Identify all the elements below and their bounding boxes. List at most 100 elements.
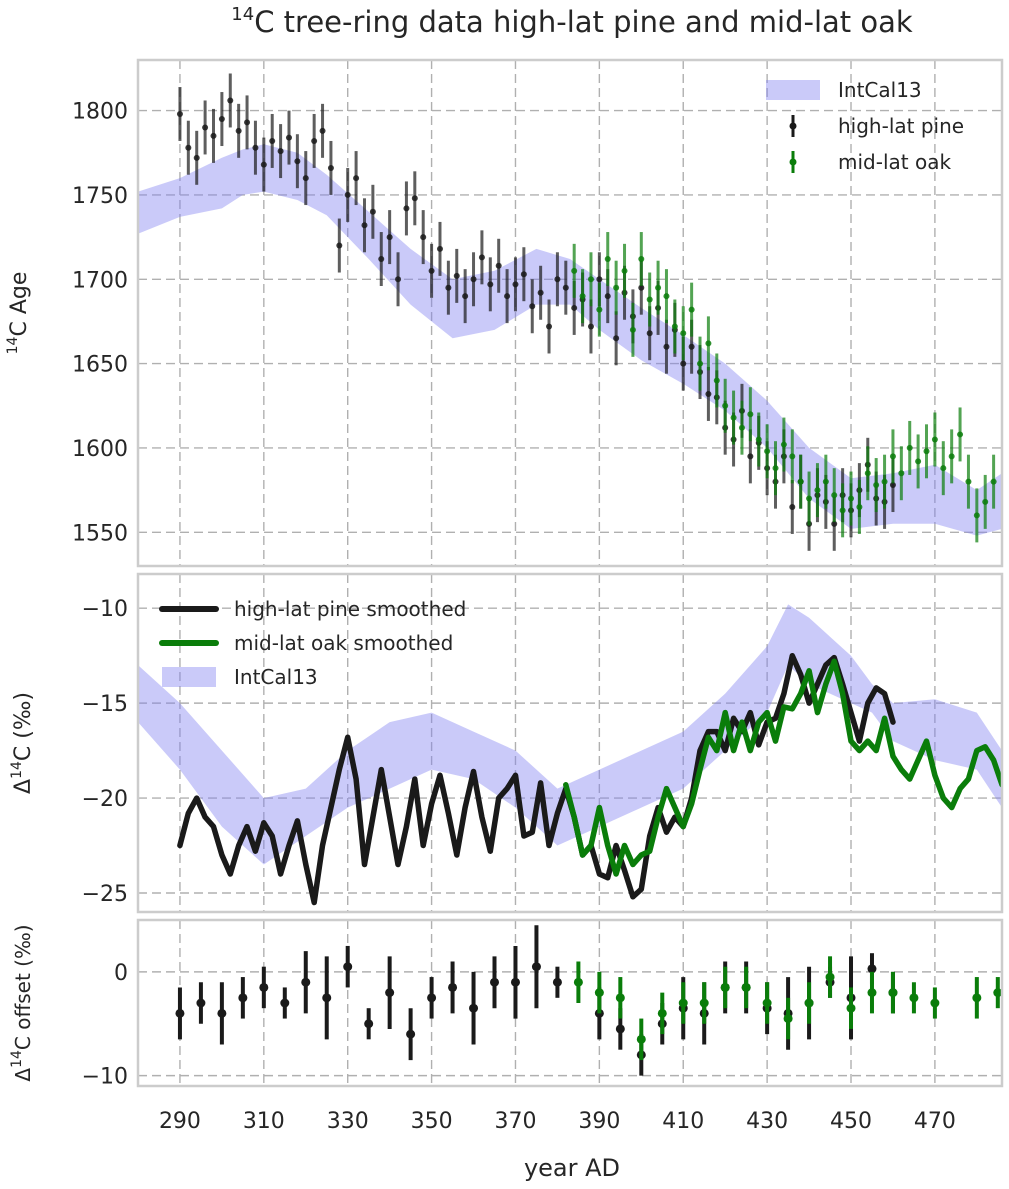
y-tick-label: −25	[82, 882, 128, 907]
oak-point	[846, 1003, 856, 1013]
oak-point	[789, 453, 796, 460]
oak-point	[705, 340, 712, 347]
oak-point	[973, 512, 980, 519]
age-panel: 1550 1600 1650 1700 1750 1800 14C Age IntCal13 h…	[5, 58, 1004, 568]
pine-point	[395, 276, 402, 283]
offset-panel: −10 0 Δ14C offset (‰)	[9, 918, 1004, 1090]
y-axis-label: Δ14C (‰)	[9, 692, 36, 794]
pine-point	[747, 453, 754, 460]
pine-point	[302, 175, 309, 182]
y-tick-label: −15	[82, 692, 128, 717]
pine-smoothed-line	[177, 652, 896, 906]
pine-point	[789, 503, 796, 510]
pine-point	[613, 335, 620, 342]
oak-point	[741, 982, 751, 992]
legend-swatch-point	[789, 122, 797, 130]
pine-point	[193, 154, 200, 161]
pine-point	[411, 195, 418, 202]
title-superscript: 14	[231, 4, 254, 25]
y-label-superscript: 14	[9, 1050, 25, 1068]
pine-point	[369, 208, 376, 215]
pine-point	[604, 293, 611, 300]
pine-point	[196, 998, 206, 1008]
pine-point	[512, 281, 519, 288]
y-tick-label: 1800	[72, 100, 128, 125]
pine-point	[217, 1008, 227, 1018]
legend-label: mid-lat oak smoothed	[234, 631, 453, 655]
oak-point	[909, 993, 919, 1003]
oak-point	[822, 478, 829, 485]
oak-point	[957, 431, 964, 438]
pine-point	[487, 281, 494, 288]
pine-point	[218, 116, 225, 123]
pine-point	[420, 234, 427, 241]
pine-point	[469, 1003, 479, 1013]
pine-point	[462, 293, 469, 300]
oak-point	[596, 306, 603, 313]
oak-point	[906, 444, 913, 451]
pine-point	[448, 982, 458, 992]
pine-point	[322, 993, 332, 1003]
pine-point	[889, 482, 896, 489]
oak-point	[972, 993, 982, 1003]
pine-point	[520, 271, 527, 278]
oak-point	[678, 998, 688, 1008]
x-tick-label: 370	[494, 1109, 536, 1134]
legend-label: high-lat pine	[838, 114, 964, 138]
legend-label: IntCal13	[234, 665, 318, 689]
pine-point	[311, 137, 318, 144]
pine-point	[364, 1019, 374, 1029]
oak-point	[993, 988, 1002, 998]
pine-point	[277, 148, 284, 155]
intcal13-band	[138, 144, 1002, 536]
x-axis-label: year AD	[524, 1154, 620, 1182]
plot-area	[138, 604, 1002, 906]
pine-point	[867, 964, 877, 974]
oak-point	[657, 1008, 667, 1018]
pine-point	[562, 284, 569, 291]
plot-area	[175, 925, 1002, 1076]
oak-point	[671, 323, 678, 330]
oak-point	[764, 448, 771, 455]
oak-point	[867, 988, 877, 998]
panel-frame	[136, 572, 1004, 914]
y-axis-label: Δ14C offset (‰)	[9, 924, 35, 1081]
y-label-text: C (‰)	[11, 692, 36, 761]
pine-point	[504, 293, 511, 300]
pine-point	[478, 254, 485, 261]
intcal13-band	[138, 604, 1002, 865]
legend-label: IntCal13	[838, 78, 922, 102]
oak-point	[699, 998, 709, 1008]
pine-point	[285, 134, 292, 141]
oak-point	[990, 478, 997, 485]
x-tick-label: 450	[830, 1109, 872, 1134]
x-tick-label: 290	[159, 1109, 201, 1134]
pine-point	[453, 272, 460, 279]
pine-point	[445, 284, 452, 291]
pine-point	[638, 284, 645, 291]
title-text: C tree-ring data high-lat pine and mid-l…	[254, 5, 913, 39]
oak-point	[930, 998, 940, 1008]
oak-point	[806, 495, 813, 502]
pine-point	[436, 245, 443, 252]
y-tick-label: 1750	[72, 184, 128, 209]
pine-point	[385, 988, 395, 998]
x-tick-label: 330	[327, 1109, 369, 1134]
pine-point	[470, 276, 477, 283]
x-tick-label: 430	[746, 1109, 788, 1134]
oak-smoothed-line	[563, 658, 1002, 877]
legend: high-lat pine smoothed mid-lat oak smooth…	[159, 597, 466, 689]
oak-point	[615, 993, 625, 1003]
pine-point	[427, 993, 437, 1003]
pine-point	[531, 962, 541, 972]
oak-point	[713, 377, 720, 384]
oak-point	[629, 326, 636, 333]
oak-point	[864, 470, 871, 477]
pine-point	[353, 175, 360, 182]
oak-point	[772, 465, 779, 472]
oak-point	[747, 411, 754, 418]
oak-point	[839, 507, 846, 514]
y-tick-label: 0	[114, 961, 128, 986]
pine-point	[495, 262, 502, 269]
